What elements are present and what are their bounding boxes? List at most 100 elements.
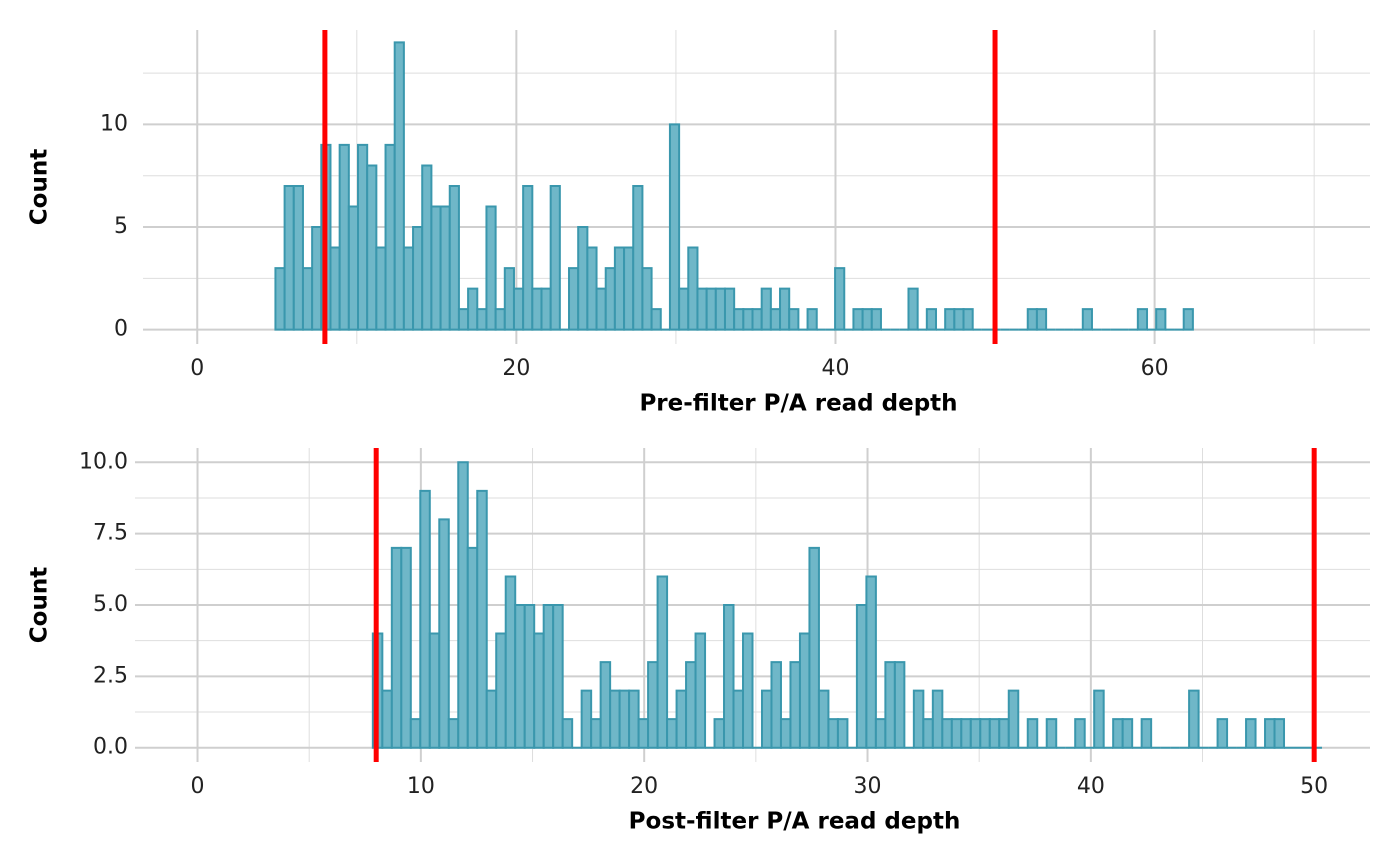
bar [1093,689,1105,749]
bar [485,689,498,749]
bar [438,518,450,749]
bar [637,718,650,749]
bar [1216,718,1229,749]
x-tick-label: 20 [502,356,530,381]
bar [419,489,431,749]
bar [623,246,635,331]
bar [580,689,593,749]
bar [1136,308,1149,331]
bar [675,689,688,749]
bar [732,689,745,749]
bar [604,267,616,331]
x-axis-title: Post-filter P/A read depth [629,809,961,835]
bar [476,489,488,749]
bar [723,287,736,331]
y-tick-label: 5 [114,214,128,239]
bar [439,205,451,331]
bar [808,546,820,749]
bar [874,718,887,749]
bar [428,632,441,749]
bar [1112,718,1124,749]
bar [678,287,690,331]
bar [375,246,387,331]
bar [494,308,506,331]
bar [751,308,763,331]
y-tick-label: 0.0 [93,735,128,760]
bar [338,143,350,331]
bar [384,143,396,331]
bar [742,632,754,749]
bar [650,308,662,331]
bar [1245,718,1257,749]
bar [694,632,707,749]
bar [925,308,938,331]
bar [283,184,295,331]
bar [1188,689,1200,749]
bar [1035,308,1048,331]
bar [393,41,405,331]
bar [568,267,580,331]
bar [409,718,422,749]
bar [618,689,631,749]
bar [476,308,488,331]
bar [549,184,561,331]
y-axis-title: Count [27,567,53,643]
y-tick-label: 0 [114,317,128,342]
bar [742,308,754,331]
bar [467,287,479,331]
y-tick-label: 5.0 [93,592,128,617]
x-tick-label: 40 [1077,774,1105,799]
bar [806,308,818,331]
bar [457,308,470,331]
bar [705,287,717,331]
x-tick-label: 20 [630,774,658,799]
bar [922,718,934,749]
x-tick-label: 10 [407,774,435,799]
bar [466,546,479,749]
bar [485,205,497,331]
bar [540,287,552,331]
bar [1074,718,1086,749]
x-axis-title: Pre-filter P/A read depth [639,391,957,417]
bar [713,718,726,749]
x-tick-label: 40 [821,356,849,381]
bar [836,718,849,749]
bar [733,308,745,331]
bar [595,287,607,331]
bar [788,308,800,331]
bar [861,308,873,331]
bar [613,246,626,331]
bar [950,718,963,749]
bar [723,604,735,749]
bar [1121,718,1134,749]
bar [311,226,323,331]
bar [998,718,1010,749]
bar [798,632,811,749]
bar [666,718,678,749]
bar [504,575,517,749]
bar [912,689,925,749]
bar [400,546,412,749]
bar [779,287,791,331]
bar [931,689,944,749]
x-tick-label: 0 [191,774,205,799]
bar [1026,718,1039,749]
bar [523,604,536,749]
bar [884,661,896,749]
bar [552,604,564,749]
bar [533,632,545,749]
bar [855,604,868,749]
bar [770,661,782,749]
bar [870,308,882,331]
bar [1273,718,1286,749]
x-tick-label: 60 [1141,356,1169,381]
bar [448,184,460,331]
x-tick-label: 30 [854,774,882,799]
bar [960,718,972,749]
bar [1081,308,1093,331]
bar [495,632,507,749]
bar [1007,689,1020,749]
bar [834,267,846,331]
bar [514,604,526,749]
x-tick-label: 0 [190,356,204,381]
